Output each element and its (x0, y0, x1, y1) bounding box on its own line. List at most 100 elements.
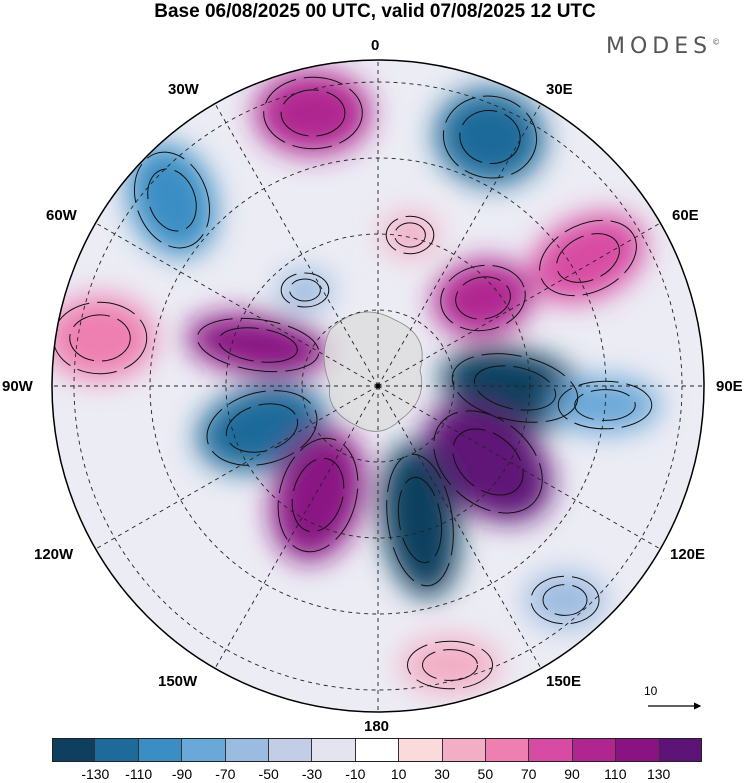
colorbar-swatch (312, 738, 356, 762)
lon-label-60e: 60E (672, 207, 699, 224)
colorbar-swatch (182, 738, 226, 762)
colorbar-swatch (52, 738, 96, 762)
streamline (147, 168, 197, 232)
colorbar-swatch (355, 738, 400, 762)
streamline (280, 272, 330, 308)
meridian-line (377, 385, 542, 669)
colorbar-tick-label: -110 (125, 766, 153, 782)
streamline (442, 95, 538, 179)
streamlines (52, 76, 653, 690)
streamline (452, 428, 524, 496)
colorbar-tick-label: -30 (301, 766, 323, 782)
streamline (394, 222, 426, 248)
streamline (557, 380, 653, 430)
pole-marker (375, 383, 381, 389)
colorbar-swatch (225, 738, 270, 762)
colorbar-tick-label: -90 (171, 766, 193, 782)
streamline (277, 437, 359, 553)
streamline (289, 278, 321, 302)
positive-anomaly (52, 296, 155, 380)
lon-label-30w: 30W (168, 81, 199, 98)
colorbar-swatch (269, 738, 313, 762)
streamline (225, 403, 299, 453)
positive-anomaly (271, 428, 365, 562)
modes-logo-text: MODES (606, 34, 713, 59)
colorbar-tick-label: 30 (434, 766, 450, 782)
anomaly-field (52, 71, 660, 693)
positive-anomaly (186, 313, 330, 377)
streamline (385, 215, 435, 255)
colorbar-tick-label: 130 (646, 766, 671, 782)
meridian-line (377, 103, 542, 387)
colorbar-tick-label: -70 (215, 766, 236, 782)
streamline (280, 89, 346, 137)
colorbar-swatch (529, 738, 573, 762)
streamline (455, 276, 511, 320)
positive-anomaly (255, 71, 371, 155)
colorbar-tick-label: 90 (564, 766, 580, 782)
lon-label-180: 180 (364, 718, 390, 735)
negative-anomaly (380, 442, 460, 598)
streamline (69, 314, 131, 362)
colorbar-tick-label: 70 (520, 766, 537, 782)
positive-anomaly (382, 213, 438, 257)
streamline (407, 640, 493, 690)
colorbar-swatch (442, 738, 487, 762)
copyright-mark: © (712, 37, 721, 47)
lon-label-30e: 30E (546, 81, 573, 98)
streamline (386, 453, 454, 587)
positive-anomaly (424, 401, 552, 523)
meridian-line (214, 103, 379, 387)
colorbar-swatch (95, 738, 139, 762)
streamline (196, 317, 320, 373)
streamline (218, 327, 298, 363)
negative-anomaly (127, 143, 217, 257)
meridian-line (95, 385, 379, 550)
map-boundary (51, 59, 705, 713)
lon-label-0: 0 (371, 37, 380, 54)
streamline (459, 109, 521, 165)
meridian-line (95, 222, 379, 387)
colorbar-tick-label: 110 (604, 766, 627, 782)
lon-label-90w: 90W (2, 378, 33, 395)
streamline (206, 390, 318, 466)
lon-label-60w: 60W (46, 207, 77, 224)
colorbar-tick-label: 10 (390, 766, 407, 782)
lon-label-90e: 90E (716, 378, 743, 395)
lon-label-150e: 150E (546, 673, 582, 690)
colorbar-swatch (399, 738, 443, 762)
colorbar-swatch (486, 738, 530, 762)
colorbar-tick-label: -10 (345, 766, 366, 782)
streamline (542, 584, 588, 616)
negative-anomaly (435, 88, 545, 186)
streamline (530, 575, 600, 625)
negative-anomaly (525, 572, 605, 628)
streamline (133, 151, 211, 249)
lon-label-150w: 150W (158, 673, 198, 690)
positive-anomaly (400, 637, 500, 693)
lon-label-120w: 120W (34, 546, 74, 563)
colorbar-swatch (572, 738, 617, 762)
colorbar-tick-label: 50 (477, 766, 494, 782)
streamline (473, 365, 557, 411)
meridian-line (214, 385, 379, 669)
colorbar-swatch (616, 738, 660, 762)
lon-label-120e: 120E (670, 546, 706, 563)
positive-anomaly (433, 259, 533, 337)
streamline (263, 76, 363, 150)
streamline (539, 219, 637, 297)
negative-anomaly (277, 270, 333, 310)
streamline (556, 233, 620, 283)
streamline (574, 389, 636, 421)
streamline (397, 476, 443, 564)
meridian-line (377, 385, 661, 550)
graticule (52, 60, 704, 712)
modes-logo: MODES© (606, 34, 720, 59)
streamline (422, 649, 478, 681)
streamline (440, 264, 526, 332)
streamline (451, 353, 579, 423)
colorbar-tick-label: -130 (81, 766, 110, 782)
colorbar-tick-label: -50 (258, 766, 279, 782)
streamline (291, 457, 345, 533)
